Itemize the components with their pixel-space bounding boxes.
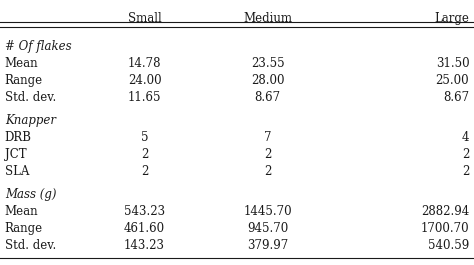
Text: Std. dev.: Std. dev. bbox=[5, 239, 56, 252]
Text: SLA: SLA bbox=[5, 165, 29, 178]
Text: Mass (g): Mass (g) bbox=[5, 188, 56, 201]
Text: DRB: DRB bbox=[5, 131, 32, 144]
Text: 14.78: 14.78 bbox=[128, 57, 161, 70]
Text: Mean: Mean bbox=[5, 57, 38, 70]
Text: 1445.70: 1445.70 bbox=[244, 205, 292, 218]
Text: # Of flakes: # Of flakes bbox=[5, 40, 72, 53]
Text: 2882.94: 2882.94 bbox=[421, 205, 469, 218]
Text: 1700.70: 1700.70 bbox=[420, 222, 469, 235]
Text: 23.55: 23.55 bbox=[251, 57, 284, 70]
Text: 24.00: 24.00 bbox=[128, 74, 161, 87]
Text: Std. dev.: Std. dev. bbox=[5, 91, 56, 104]
Text: 461.60: 461.60 bbox=[124, 222, 165, 235]
Text: 5: 5 bbox=[141, 131, 148, 144]
Text: 8.67: 8.67 bbox=[443, 91, 469, 104]
Text: 8.67: 8.67 bbox=[255, 91, 281, 104]
Text: 25.00: 25.00 bbox=[436, 74, 469, 87]
Text: 31.50: 31.50 bbox=[436, 57, 469, 70]
Text: 540.59: 540.59 bbox=[428, 239, 469, 252]
Text: Range: Range bbox=[5, 222, 43, 235]
Text: 143.23: 143.23 bbox=[124, 239, 165, 252]
Text: Large: Large bbox=[434, 12, 469, 25]
Text: Small: Small bbox=[128, 12, 162, 25]
Text: 543.23: 543.23 bbox=[124, 205, 165, 218]
Text: 2: 2 bbox=[462, 165, 469, 178]
Text: Knapper: Knapper bbox=[5, 114, 56, 127]
Text: 2: 2 bbox=[141, 148, 148, 161]
Text: 28.00: 28.00 bbox=[251, 74, 284, 87]
Text: JCT: JCT bbox=[5, 148, 27, 161]
Text: 945.70: 945.70 bbox=[247, 222, 289, 235]
Text: 11.65: 11.65 bbox=[128, 91, 161, 104]
Text: Range: Range bbox=[5, 74, 43, 87]
Text: 2: 2 bbox=[462, 148, 469, 161]
Text: 2: 2 bbox=[264, 165, 272, 178]
Text: 2: 2 bbox=[141, 165, 148, 178]
Text: Medium: Medium bbox=[243, 12, 292, 25]
Text: 4: 4 bbox=[462, 131, 469, 144]
Text: Mean: Mean bbox=[5, 205, 38, 218]
Text: 2: 2 bbox=[264, 148, 272, 161]
Text: 379.97: 379.97 bbox=[247, 239, 289, 252]
Text: 7: 7 bbox=[264, 131, 272, 144]
